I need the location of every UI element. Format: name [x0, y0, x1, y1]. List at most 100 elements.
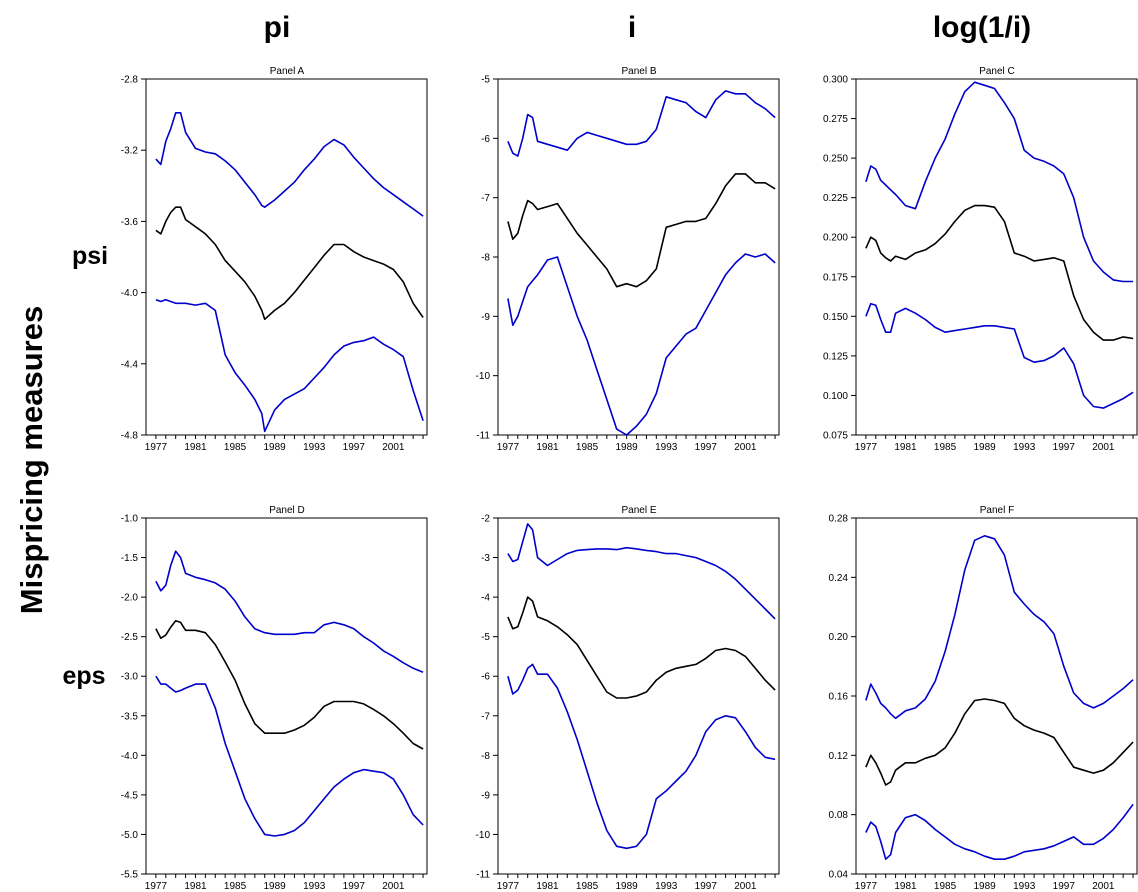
panel-title: Panel D: [269, 505, 305, 516]
y-tick-label: 0.225: [823, 193, 848, 204]
x-tick-label: 1985: [576, 442, 599, 453]
x-tick-label: 1997: [1053, 442, 1076, 453]
series-line-lower: [155, 675, 424, 837]
x-tick-label: 1989: [264, 881, 287, 892]
y-tick-label: -5: [481, 75, 490, 86]
series-line-estimate: [865, 698, 1134, 786]
x-tick-label: 1985: [224, 442, 247, 453]
y-tick-label: 0.20: [829, 632, 849, 643]
x-tick-label: 2001: [382, 881, 405, 892]
x-tick-label: 1989: [616, 881, 639, 892]
plot-frame: [145, 78, 428, 436]
y-tick-label: -8: [481, 751, 490, 762]
y-tick-label: -2.5: [121, 632, 139, 643]
y-tick-label: -6: [481, 672, 490, 683]
x-tick-label: 1989: [974, 442, 997, 453]
panel-title: Panel E: [621, 505, 656, 516]
x-tick-label: 1985: [576, 881, 599, 892]
x-tick-label: 2001: [1092, 442, 1115, 453]
panel-title: Panel A: [270, 66, 305, 77]
panel-title: Panel F: [980, 505, 1014, 516]
panel-1: Panel A -2.8 -3.2 -3.6 -4.0 -4.4 -4.8 1977 1981 1…: [121, 66, 428, 453]
x-tick-label: 1993: [303, 442, 326, 453]
y-tick-label: -5: [481, 632, 490, 643]
y-tick-label: -9: [481, 790, 490, 801]
x-tick-label: 1997: [343, 442, 366, 453]
y-tick-label: 0.24: [829, 573, 849, 584]
y-tick-label: 0.300: [823, 75, 848, 86]
y-tick-label: -9: [481, 312, 490, 323]
y-tick-label: -4.0: [121, 288, 139, 299]
x-tick-label: 1993: [655, 881, 678, 892]
y-tick-label: -3.5: [121, 711, 139, 722]
y-tick-label: -8: [481, 253, 490, 264]
x-tick-label: 1993: [1013, 881, 1036, 892]
series-line-estimate: [155, 206, 424, 321]
y-tick-label: -11: [476, 870, 490, 881]
series-line-upper: [155, 550, 424, 674]
plot-frame: [855, 517, 1138, 875]
x-tick-label: 1977: [497, 442, 520, 453]
y-tick-label: -3.0: [121, 672, 139, 683]
series-line-upper: [507, 523, 776, 620]
y-tick-label: -10: [476, 371, 491, 382]
y-tick-label: 0.16: [829, 692, 849, 703]
y-tick-label: -7: [481, 711, 490, 722]
x-tick-label: 1997: [695, 881, 718, 892]
y-tick-label: -6: [481, 134, 490, 145]
x-tick-label: 1993: [303, 881, 326, 892]
y-tick-label: -5.0: [121, 830, 139, 841]
y-tick-label: -4.8: [121, 431, 139, 442]
column-header-pi: pi: [264, 11, 291, 44]
series-line-estimate: [865, 204, 1134, 341]
x-tick-label: 2001: [734, 442, 757, 453]
y-tick-label: 0.250: [823, 154, 848, 165]
y-tick-label: -1.0: [121, 514, 139, 525]
x-tick-label: 1989: [264, 442, 287, 453]
series-line-upper: [155, 112, 424, 217]
y-tick-label: 0.200: [823, 233, 848, 244]
x-tick-label: 1981: [894, 881, 917, 892]
x-tick-label: 1981: [536, 881, 559, 892]
row-header-psi: psi: [72, 242, 108, 270]
series-line-lower: [507, 663, 776, 850]
y-tick-label: 0.08: [829, 810, 849, 821]
row-header-eps: eps: [62, 662, 105, 690]
x-tick-label: 1977: [855, 442, 878, 453]
y-tick-label: -10: [476, 830, 491, 841]
plot-frame: [145, 517, 428, 875]
y-tick-label: -3.2: [121, 146, 139, 157]
y-tick-label: 0.175: [823, 272, 848, 283]
y-tick-label: -1.5: [121, 553, 139, 564]
x-tick-label: 2001: [734, 881, 757, 892]
x-tick-label: 2001: [382, 442, 405, 453]
y-tick-label: -2.0: [121, 593, 139, 604]
x-tick-label: 1997: [343, 881, 366, 892]
y-axis-title: Mispricing measures: [14, 306, 49, 614]
y-tick-label: 0.04: [829, 870, 849, 881]
series-line-upper: [507, 90, 776, 157]
plot-frame: [497, 78, 780, 436]
x-tick-label: 1985: [934, 442, 957, 453]
x-tick-label: 1997: [695, 442, 718, 453]
y-tick-label: 0.275: [823, 114, 848, 125]
y-tick-label: 0.28: [829, 514, 849, 525]
y-tick-label: 0.075: [823, 431, 848, 442]
panel-6: Panel F 0.28 0.24 0.20 0.16 0.12 0.08 0.04 1977 1…: [829, 505, 1138, 892]
series-line-estimate: [507, 173, 776, 288]
x-tick-label: 1981: [536, 442, 559, 453]
y-tick-label: 0.12: [829, 751, 849, 762]
series-line-upper: [865, 81, 1134, 283]
series-line-lower: [155, 298, 424, 433]
series-line-estimate: [155, 619, 424, 750]
x-tick-label: 1985: [224, 881, 247, 892]
x-tick-label: 1977: [855, 881, 878, 892]
x-tick-label: 1981: [184, 442, 207, 453]
x-tick-label: 1977: [145, 881, 168, 892]
panel-2: Panel B -5 -6 -7 -8 -9 -10 -11 1977 1981 1985 1989 1…: [476, 66, 780, 453]
panel-5: Panel E -2 -3 -4 -5 -6 -7 -8 -9 -10 -11 1977 1981 198…: [476, 505, 780, 892]
y-tick-label: -4.5: [121, 790, 139, 801]
y-tick-label: -4: [481, 593, 490, 604]
y-tick-label: 0.150: [823, 312, 848, 323]
series-line-lower: [507, 253, 776, 436]
